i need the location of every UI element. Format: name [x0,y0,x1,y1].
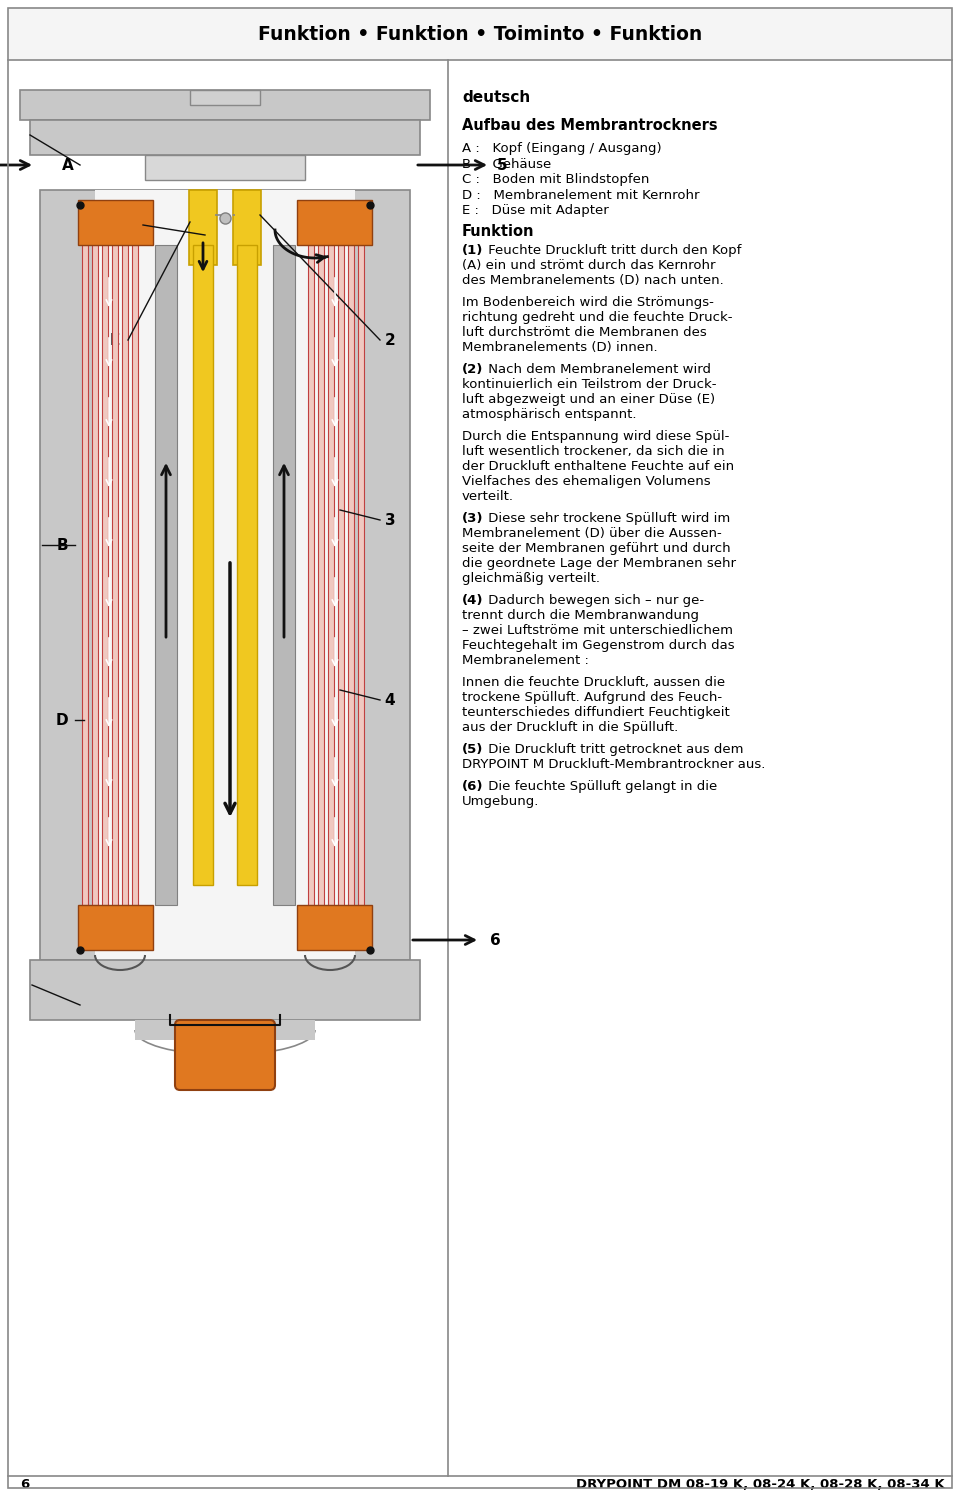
Text: 3: 3 [385,513,396,528]
Bar [308,245,314,905]
Text: luft durchströmt die Membranen des: luft durchströmt die Membranen des [462,326,707,338]
Text: trennt durch die Membranwandung: trennt durch die Membranwandung [462,609,699,621]
Text: seite der Membranen geführt und durch: seite der Membranen geführt und durch [462,542,731,555]
Text: 6: 6 [20,1478,29,1490]
Bar [193,245,213,886]
Bar [237,245,257,886]
Text: deutsch: deutsch [462,90,530,105]
Bar [155,245,177,905]
Text: verteilt.: verteilt. [462,489,514,503]
Bar [78,905,153,950]
Text: B: B [57,537,68,552]
Text: atmosphärisch entspannt.: atmosphärisch entspannt. [462,407,636,420]
Text: Durch die Entspannung wird diese Spül-: Durch die Entspannung wird diese Spül- [462,429,730,443]
Text: Die feuchte Spülluft gelangt in die: Die feuchte Spülluft gelangt in die [484,779,717,793]
Text: (4): (4) [462,594,484,606]
Bar [132,245,138,905]
Bar [145,156,305,180]
Bar [102,245,108,905]
Text: Diese sehr trockene Spülluft wird im: Diese sehr trockene Spülluft wird im [484,512,730,525]
Text: Membranelement (D) über die Aussen-: Membranelement (D) über die Aussen- [462,527,722,540]
Text: E :   Düse mit Adapter: E : Düse mit Adapter [462,203,609,217]
Bar [338,245,344,905]
Text: B :   Gehäuse: B : Gehäuse [462,157,551,171]
Text: DRYPOINT M Druckluft-Membrantrockner aus.: DRYPOINT M Druckluft-Membrantrockner aus… [462,757,765,770]
Bar [358,245,364,905]
Text: (5): (5) [462,742,484,755]
Text: C :   Boden mit Blindstopfen: C : Boden mit Blindstopfen [462,174,649,186]
Bar [135,1020,315,1040]
Text: Im Bodenbereich wird die Strömungs-: Im Bodenbereich wird die Strömungs- [462,296,714,308]
Bar [297,905,372,950]
Bar [328,245,334,905]
Text: Vielfaches des ehemaligen Volumens: Vielfaches des ehemaligen Volumens [462,474,710,488]
Bar [92,245,98,905]
Bar [273,245,295,905]
Text: E: E [109,332,120,347]
Bar [189,190,217,265]
Text: Membranelement :: Membranelement : [462,654,588,667]
Bar [122,245,128,905]
Text: des Membranelements (D) nach unten.: des Membranelements (D) nach unten. [462,274,724,287]
Bar [40,190,410,960]
Text: Membranelements (D) innen.: Membranelements (D) innen. [462,341,658,353]
Text: (2): (2) [462,362,484,375]
Text: die geordnete Lage der Membranen sehr: die geordnete Lage der Membranen sehr [462,557,736,570]
Text: gleichmäßig verteilt.: gleichmäßig verteilt. [462,571,600,585]
Bar [297,200,372,245]
Text: C: C [62,998,74,1013]
Text: (1): (1) [462,244,484,256]
Text: 1: 1 [125,217,135,232]
Text: 1: 1 [220,1028,230,1043]
Text: kontinuierlich ein Teilstrom der Druck-: kontinuierlich ein Teilstrom der Druck- [462,377,716,390]
Text: 5: 5 [496,157,507,172]
Bar [318,245,324,905]
Text: richtung gedreht und die feuchte Druck-: richtung gedreht und die feuchte Druck- [462,311,732,323]
Bar [30,960,420,1020]
Text: Die Druckluft tritt getrocknet aus dem: Die Druckluft tritt getrocknet aus dem [484,742,743,755]
Text: (6): (6) [462,779,484,793]
Text: D :   Membranelement mit Kernrohr: D : Membranelement mit Kernrohr [462,188,700,202]
Text: Feuchte Druckluft tritt durch den Kopf: Feuchte Druckluft tritt durch den Kopf [484,244,741,256]
Text: Funktion: Funktion [462,223,535,238]
Text: trockene Spülluft. Aufgrund des Feuch-: trockene Spülluft. Aufgrund des Feuch- [462,691,722,703]
Bar [78,200,153,245]
Text: Feuchtegehalt im Gegenstrom durch das: Feuchtegehalt im Gegenstrom durch das [462,639,734,651]
Bar [112,245,118,905]
Text: (3): (3) [462,512,484,525]
Text: Dadurch bewegen sich – nur ge-: Dadurch bewegen sich – nur ge- [484,594,704,606]
Text: 6: 6 [490,932,500,947]
Text: 2: 2 [385,332,396,347]
Text: D: D [56,712,68,727]
Text: Aufbau des Membrantrockners: Aufbau des Membrantrockners [462,118,718,133]
Text: 4: 4 [385,693,396,708]
Text: Innen die feuchte Druckluft, aussen die: Innen die feuchte Druckluft, aussen die [462,676,725,688]
Text: (A) ein und strömt durch das Kernrohr: (A) ein und strömt durch das Kernrohr [462,259,715,271]
Text: aus der Druckluft in die Spülluft.: aus der Druckluft in die Spülluft. [462,721,679,733]
FancyBboxPatch shape [175,1020,275,1091]
Text: Funktion • Funktion • Toiminto • Funktion: Funktion • Funktion • Toiminto • Funktio… [258,24,702,43]
Bar [95,190,355,960]
Text: A: A [62,157,74,172]
Text: luft abgezweigt und an einer Düse (E): luft abgezweigt und an einer Düse (E) [462,392,715,405]
Bar [30,120,420,156]
Text: Umgebung.: Umgebung. [462,794,540,808]
Bar [20,90,430,120]
Text: DRYPOINT DM 08-19 K, 08-24 K, 08-28 K, 08-34 K: DRYPOINT DM 08-19 K, 08-24 K, 08-28 K, 0… [576,1478,945,1490]
Text: – zwei Luftströme mit unterschiedlichem: – zwei Luftströme mit unterschiedlichem [462,624,733,636]
Bar [8,7,952,60]
Bar [348,245,354,905]
Bar [190,90,260,105]
Bar [82,245,88,905]
Text: A :   Kopf (Eingang / Ausgang): A : Kopf (Eingang / Ausgang) [462,142,661,156]
Text: der Druckluft enthaltene Feuchte auf ein: der Druckluft enthaltene Feuchte auf ein [462,459,734,473]
Text: Nach dem Membranelement wird: Nach dem Membranelement wird [484,362,710,375]
Text: luft wesentlich trockener, da sich die in: luft wesentlich trockener, da sich die i… [462,444,725,458]
Bar [233,190,261,265]
Text: teunterschiedes diffundiert Feuchtigkeit: teunterschiedes diffundiert Feuchtigkeit [462,706,730,718]
